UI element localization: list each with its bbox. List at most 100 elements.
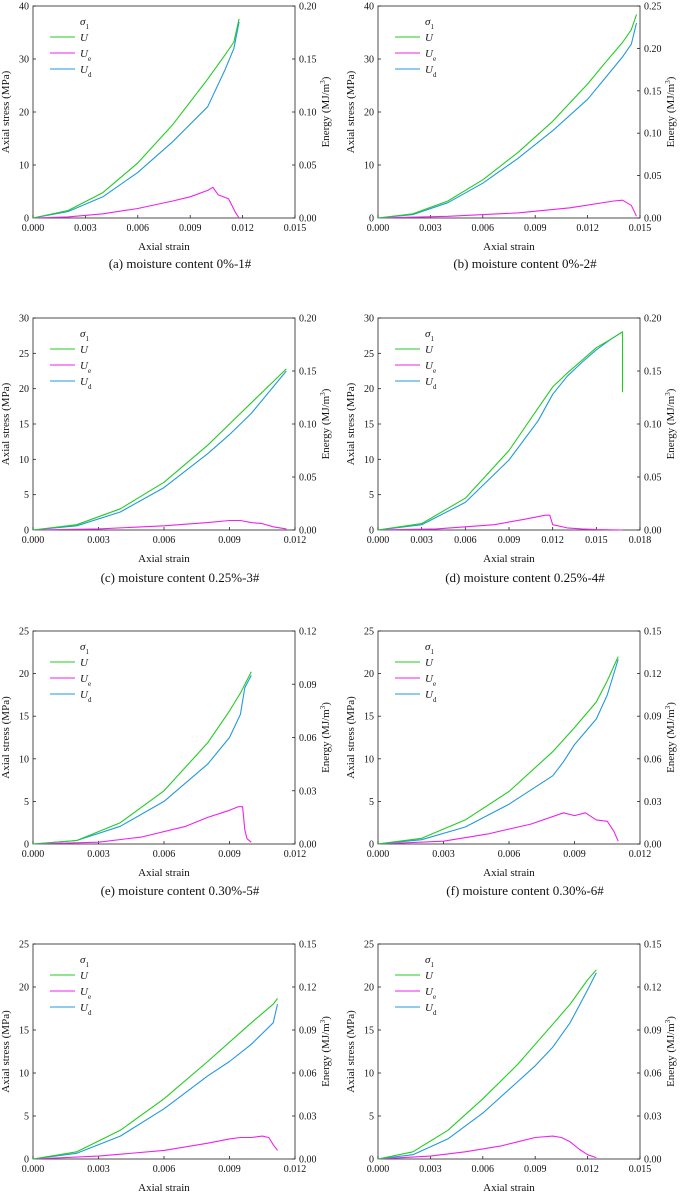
series-line-Ue [377, 1135, 597, 1160]
y-left-tick-label: 0 [24, 840, 29, 851]
y-left-tick-label: 20 [19, 108, 29, 119]
series-line-Ud [377, 659, 619, 845]
y-right-tick-label: 0.10 [299, 108, 317, 119]
x-tick-label: 0.018 [629, 535, 652, 546]
y-right-tick-label: 0.20 [299, 2, 317, 13]
y-left-tick-label: 10 [364, 455, 374, 466]
y-left-tick-label: 5 [369, 797, 374, 808]
x-tick-label: 0.012 [284, 1164, 307, 1175]
series-line-U [377, 14, 638, 219]
y-left-tick-label: 10 [19, 1069, 29, 1080]
y-right-tick-label: 0.20 [644, 44, 662, 55]
x-tick-label: 0.012 [284, 849, 307, 860]
x-axis-title: Axial strain [138, 553, 190, 565]
x-tick-label: 0.015 [585, 535, 608, 546]
chart-panel-5: 0.000 0.003 0.006 0.009 0.012 0 5 10 15 20 25 0.00 0… [0, 627, 332, 880]
y-left-tick-label: 20 [364, 983, 374, 994]
y-left-tick-label: 15 [19, 712, 29, 723]
legend-label-U: U [80, 344, 89, 356]
y-right-tick-label: 0.15 [644, 367, 662, 378]
series-line-s1 [378, 17, 638, 218]
series-line-U [377, 656, 619, 845]
x-tick-label: 0.009 [179, 223, 202, 234]
y-left-tick-label: 15 [19, 420, 29, 431]
y-right-tick-label: 0.12 [644, 983, 662, 994]
panel-caption: (a) moisture content 0%-1# [109, 256, 252, 271]
y-right-tick-label: 0.03 [644, 797, 662, 808]
y-right-tick-label: 0.15 [299, 55, 317, 66]
y-right-tick-label: 0.15 [299, 367, 317, 378]
legend-label-Ue: Ue [425, 673, 436, 688]
legend-label-s1: σ1 [80, 16, 89, 31]
x-tick-label: 0.003 [74, 223, 97, 234]
x-axis-title: Axial strain [483, 553, 535, 565]
y-right-tick-label: 0.10 [644, 420, 662, 431]
x-tick-label: 0.006 [472, 1164, 495, 1175]
legend-label-U: U [425, 657, 434, 669]
y-right-tick-label: 0.12 [299, 983, 317, 994]
chart-panel-2: 0.000 0.003 0.006 0.009 0.012 0.015 0 10 20 30 40 0… [345, 2, 677, 254]
x-tick-label: 0.003 [432, 849, 455, 860]
y-left-tick-label: 20 [364, 384, 374, 395]
y-right-axis-title: Energy (MJ/m3) [319, 1016, 332, 1087]
y-left-tick-label: 5 [24, 797, 29, 808]
series-line-Ud [32, 21, 240, 219]
series-line-Ud [377, 331, 623, 531]
x-tick-label: 0.006 [472, 223, 495, 234]
y-right-tick-label: 0.06 [644, 1069, 662, 1080]
legend-label-Ue: Ue [80, 673, 91, 688]
y-right-tick-label: 0.00 [644, 840, 662, 851]
y-left-axis-title: Axial stress (MPa) [345, 696, 357, 779]
legend-label-U: U [425, 970, 434, 982]
x-tick-label: 0.009 [218, 535, 241, 546]
series-line-s1 [33, 983, 278, 1159]
y-left-tick-label: 5 [369, 490, 374, 501]
legend-label-Ud: Ud [80, 64, 92, 79]
y-left-tick-label: 0 [24, 526, 29, 537]
y-left-axis-title: Axial stress (MPa) [0, 1010, 12, 1093]
y-left-tick-label: 0 [369, 214, 374, 225]
y-left-tick-label: 10 [364, 161, 374, 172]
y-right-tick-label: 0.00 [644, 214, 662, 225]
panel-caption: (f) moisture content 0.30%-6# [446, 883, 604, 898]
y-right-axis-title: Energy (MJ/m3) [664, 702, 677, 773]
chart-panel-7: 0.000 0.003 0.006 0.009 0.012 0 5 10 15 20 25 0.00 0… [0, 940, 332, 1193]
x-tick-label: 0.000 [22, 849, 45, 860]
y-left-tick-label: 10 [364, 1069, 374, 1080]
y-right-tick-label: 0.06 [299, 733, 317, 744]
series-line-U [32, 368, 287, 531]
x-tick-label: 0.009 [524, 223, 547, 234]
y-right-tick-label: 0.25 [644, 2, 662, 13]
x-tick-label: 0.012 [231, 223, 254, 234]
y-left-tick-label: 10 [19, 455, 29, 466]
y-left-tick-label: 5 [24, 490, 29, 501]
legend-label-U: U [425, 344, 434, 356]
y-left-tick-label: 10 [19, 754, 29, 765]
x-tick-label: 0.000 [22, 1164, 45, 1175]
x-axis-title: Axial strain [138, 867, 190, 879]
plot-frame [377, 943, 641, 1160]
x-axis-title: Axial strain [138, 1182, 190, 1193]
y-left-tick-label: 15 [364, 420, 374, 431]
y-left-tick-label: 0 [369, 840, 374, 851]
y-right-tick-label: 0.03 [299, 786, 317, 797]
chart-panel-1: 0.000 0.003 0.006 0.009 0.012 0.015 0 10 20 30 40 0… [0, 2, 332, 254]
series-line-Ue [377, 812, 619, 845]
x-tick-label: 0.000 [367, 849, 390, 860]
legend-label-U: U [80, 32, 89, 44]
x-tick-label: 0.009 [218, 1164, 241, 1175]
x-tick-label: 0.009 [524, 1164, 547, 1175]
x-tick-label: 0.006 [498, 849, 521, 860]
y-left-axis-title: Axial stress (MPa) [345, 70, 357, 153]
panel-caption: (d) moisture content 0.25%-4# [445, 570, 605, 585]
y-left-tick-label: 30 [19, 55, 29, 66]
plot-frame [377, 5, 641, 219]
x-tick-label: 0.000 [367, 1164, 390, 1175]
x-tick-label: 0.006 [153, 1164, 176, 1175]
legend-label-s1: σ1 [425, 641, 434, 656]
panel-caption: (e) moisture content 0.30%-5# [101, 883, 260, 898]
legend-label-Ud: Ud [425, 689, 437, 704]
y-left-axis-title: Axial stress (MPa) [345, 1010, 357, 1093]
y-right-axis-title: Energy (MJ/m3) [664, 388, 677, 459]
legend-label-U: U [80, 970, 89, 982]
